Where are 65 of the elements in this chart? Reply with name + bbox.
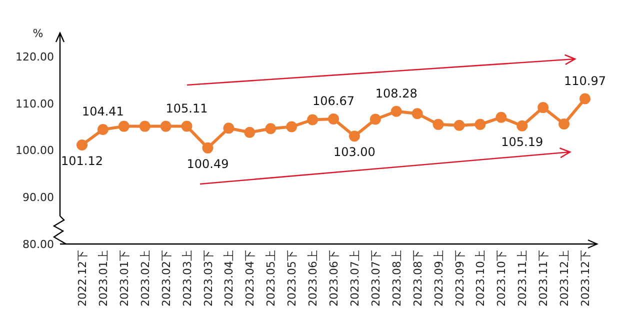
x-tick-label: 2023.09下 xyxy=(453,250,466,306)
x-tick-label: 2023.06下 xyxy=(328,250,340,306)
point xyxy=(160,120,172,132)
y-tick-label: 100.00 xyxy=(16,144,54,158)
x-tick-label: 2023.07下 xyxy=(369,250,382,306)
x-tick-label: 2023.10上 xyxy=(474,250,488,306)
point xyxy=(181,120,192,132)
x-tick-label: 2023.06上 xyxy=(306,250,320,306)
data-label: 105.11 xyxy=(166,101,208,116)
x-tick-label: 2023.03上 xyxy=(180,250,194,306)
x-tick-label: 2023.01下 xyxy=(118,250,131,306)
x-tick-label: 2023.03下 xyxy=(202,250,215,306)
point xyxy=(390,106,402,117)
data-label: 106.67 xyxy=(312,94,354,108)
x-tick-label: 2023.09上 xyxy=(432,250,446,306)
x-tick-label: 2023.10下 xyxy=(495,250,508,306)
point xyxy=(496,112,507,123)
point xyxy=(244,126,256,138)
point xyxy=(454,120,465,131)
data-label: 104.41 xyxy=(82,104,124,119)
y-tick-label: 90.00 xyxy=(22,191,54,204)
point xyxy=(118,120,130,132)
y-axis-title: % xyxy=(32,27,44,40)
data-label: 101.12 xyxy=(61,154,103,168)
point xyxy=(202,142,214,154)
point xyxy=(538,102,549,114)
point xyxy=(474,118,486,130)
x-tick-label: 2023.11下 xyxy=(537,250,550,306)
x-tick-label: 2023.05下 xyxy=(286,250,299,306)
x-tick-label: 2023.07上 xyxy=(348,250,362,306)
data-label: 108.28 xyxy=(375,86,418,100)
x-tick-label: 2023.11上 xyxy=(516,250,530,306)
point xyxy=(97,124,108,136)
x-tick-label: 2023.04下 xyxy=(244,250,257,306)
point xyxy=(412,108,423,120)
data-label: 105.19 xyxy=(501,134,544,149)
point xyxy=(580,93,590,104)
x-tick-label: 2023.04上 xyxy=(222,250,236,306)
x-tick-label: 2023.08上 xyxy=(390,250,404,306)
data-label: 103.00 xyxy=(333,145,376,160)
point xyxy=(558,118,570,130)
point xyxy=(370,114,381,125)
y-tick-label: 110.00 xyxy=(16,97,54,110)
point xyxy=(328,113,339,124)
point xyxy=(76,139,88,150)
x-tick-label: 2023.12下 xyxy=(579,250,592,306)
point xyxy=(223,122,234,134)
point xyxy=(348,130,360,142)
y-tick-label: 120.00 xyxy=(16,50,54,64)
data-label: 110.97 xyxy=(564,74,606,88)
x-tick-label: 2022.12下 xyxy=(76,250,89,306)
point xyxy=(139,120,150,132)
point xyxy=(516,120,528,132)
y-tick-label: 80.00 xyxy=(22,238,54,251)
x-tick-label: 2023.01上 xyxy=(96,250,110,306)
x-tick-label: 2023.12上 xyxy=(558,250,572,306)
x-tick-label: 2023.05上 xyxy=(264,250,278,306)
point xyxy=(307,114,318,126)
point xyxy=(286,121,298,132)
point xyxy=(265,123,276,134)
x-tick-label: 2023.02下 xyxy=(160,250,173,306)
x-tick-label: 2023.02上 xyxy=(138,250,152,306)
point xyxy=(432,118,444,130)
x-tick-label: 2023.08下 xyxy=(411,250,424,306)
data-label: 100.49 xyxy=(186,156,229,171)
